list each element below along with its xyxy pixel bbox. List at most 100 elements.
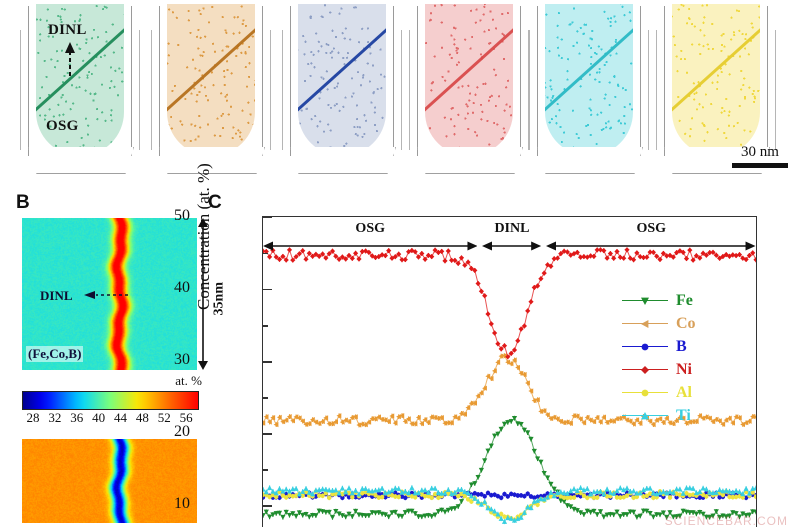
y-tick-minor-25 — [263, 397, 268, 399]
region-label-dinl-1: DINL — [494, 221, 530, 236]
specimen-base — [159, 147, 265, 174]
y-tick-major-50 — [263, 217, 272, 219]
specimen-outer-rail-right — [648, 30, 649, 150]
specimen-base — [664, 147, 770, 174]
map-dinl-label: DINL — [40, 288, 73, 303]
specimen-dinl-label: DINL — [48, 22, 87, 38]
watermark: SCIENCEBAR.COM — [664, 514, 788, 528]
specimen-outer-rail-right — [401, 30, 402, 150]
specimen-atom-cloud — [167, 4, 255, 156]
specimen-atom-cloud — [672, 4, 760, 156]
colorbar-tick-44: 44 — [113, 410, 127, 425]
colorbar-unit-label: at. % — [175, 373, 202, 388]
legend-item-co[interactable]: Co — [622, 312, 740, 335]
plot-area: Fe Co B Ni Al Ti OSG DINL OSG — [262, 216, 757, 527]
legend-item-ti[interactable]: Ti — [622, 404, 740, 427]
panel-b-composition-maps: B DINL (Fe,Co,B) 35nm at. % 28 32 36 40 44 48… — [8, 190, 226, 530]
panel-c-concentration-profile: C Concentration (at. %) Fe Co B Ni Al Ti OSG D… — [174, 163, 800, 530]
legend-label-co: Co — [676, 314, 696, 332]
specimen-rail-right — [520, 6, 521, 156]
legend-marker-circle — [641, 343, 649, 351]
map-phase-label: (Fe,Co,B) — [26, 346, 84, 362]
colorbar-tick-labels: 28 32 36 40 44 48 52 56 — [16, 410, 206, 428]
legend-item-fe[interactable]: Fe — [622, 289, 740, 312]
colorbar-tick-40: 40 — [92, 410, 106, 425]
apt-specimen-al — [525, 4, 653, 182]
specimen-outer-rail-right — [775, 30, 776, 150]
specimen-body — [672, 4, 760, 156]
legend-line-co — [622, 320, 668, 328]
legend-marker-triangle-down — [641, 297, 649, 305]
colorbar — [22, 391, 199, 410]
heatmap-canvas — [22, 439, 197, 523]
panel-b-letter: B — [16, 192, 30, 213]
scale-bar-line — [732, 163, 788, 168]
scale-bar: 30 nm — [732, 145, 788, 168]
region-arrow-osg-2 — [546, 241, 756, 251]
y-tick-label-10: 10 — [174, 495, 190, 513]
legend-label-b: B — [676, 337, 687, 355]
y-tick-minor-45 — [263, 253, 268, 255]
specimen-atom-cloud — [425, 4, 513, 156]
colorbar-tick-28: 28 — [26, 410, 40, 425]
map-height-arrow — [198, 218, 208, 370]
legend-item-b[interactable]: B — [622, 335, 740, 358]
region-label-osg-0: OSG — [355, 221, 386, 236]
heatmap-canvas — [22, 218, 197, 370]
specimen-rail-right — [131, 6, 132, 156]
chart-legend: Fe Co B Ni Al Ti — [622, 289, 740, 427]
colorbar-tick-32: 32 — [48, 410, 62, 425]
specimen-rail-right — [767, 6, 768, 156]
colorbar-tick-52: 52 — [157, 410, 171, 425]
y-tick-label-50: 50 — [174, 207, 190, 224]
colorbar-tick-48: 48 — [135, 410, 149, 425]
y-tick-minor-15 — [263, 469, 268, 471]
specimen-rail-left — [537, 6, 538, 156]
y-tick-minor-35 — [263, 325, 268, 327]
specimen-base — [537, 147, 643, 174]
legend-label-ti: Ti — [676, 406, 691, 424]
specimen-body — [167, 4, 255, 156]
concentration-curves — [263, 247, 756, 525]
colorbar-tick-36: 36 — [70, 410, 84, 425]
region-arrow-dinl-1 — [482, 241, 542, 251]
legend-marker-diamond — [641, 366, 649, 374]
scale-bar-label: 30 nm — [741, 144, 779, 160]
legend-item-al[interactable]: Al — [622, 381, 740, 404]
specimen-body — [545, 4, 633, 156]
specimen-rail-left — [290, 6, 291, 156]
y-tick-label-20: 20 — [174, 423, 190, 441]
panel-a-apt-reconstructions: DINL OSG 30 nm — [0, 0, 800, 190]
specimen-atom-cloud — [36, 4, 124, 156]
legend-line-b — [622, 343, 668, 351]
specimen-base — [290, 147, 396, 174]
specimen-base — [28, 147, 134, 174]
specimen-body — [425, 4, 513, 156]
specimen-osg-label: OSG — [46, 118, 79, 134]
composition-map-secondary — [22, 439, 197, 523]
legend-label-al: Al — [676, 383, 692, 401]
apt-specimen-ti — [652, 4, 780, 182]
specimen-rail-left — [159, 6, 160, 156]
apt-specimen-ni — [405, 4, 533, 182]
apt-specimen-b — [278, 4, 406, 182]
region-label-osg-2: OSG — [636, 221, 667, 236]
legend-line-fe — [622, 297, 668, 305]
specimen-outer-rail-left — [151, 30, 152, 150]
specimen-outer-rail-right — [528, 30, 529, 150]
specimen-rail-left — [417, 6, 418, 156]
y-tick-label-30: 30 — [174, 351, 190, 369]
specimen-dinl-arrow — [65, 42, 75, 76]
legend-marker-triangle-up — [641, 412, 649, 420]
specimen-base — [417, 147, 523, 174]
y-tick-major-20 — [263, 433, 272, 435]
map-dinl-arrow — [84, 291, 128, 299]
specimen-outer-rail-right — [270, 30, 271, 150]
legend-item-ni[interactable]: Ni — [622, 358, 740, 381]
specimen-rail-left — [28, 6, 29, 156]
region-arrow-osg-0 — [263, 241, 478, 251]
legend-label-ni: Ni — [676, 360, 692, 378]
y-tick-major-10 — [263, 505, 272, 507]
apt-specimen-fe — [16, 4, 144, 182]
legend-line-ti — [622, 412, 668, 420]
